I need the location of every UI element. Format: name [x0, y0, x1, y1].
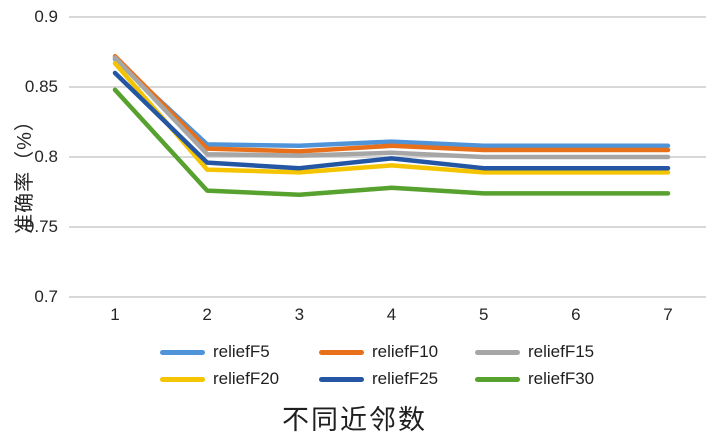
x-tick-label-5: 5 [478, 305, 489, 324]
y-tick-label-0.85: 0.85 [24, 77, 58, 96]
legend-item-reliefF15: reliefF15 [475, 342, 594, 362]
legend-marker-reliefF20 [160, 376, 205, 382]
series-line-reliefF25 [112, 70, 671, 171]
x-tick-label-2: 2 [202, 305, 212, 324]
legend: reliefF5 reliefF10 reliefF15 reliefF20 relie… [160, 342, 594, 389]
series-line-reliefF20 [112, 60, 671, 175]
series-line-reliefF15 [112, 55, 671, 160]
series-line-reliefF5 [112, 56, 671, 149]
legend-marker-reliefF15 [475, 349, 520, 355]
y-tick-label-0.75: 0.75 [24, 217, 58, 236]
legend-item-reliefF10: reliefF10 [319, 342, 475, 362]
legend-label-reliefF5: reliefF5 [213, 342, 270, 361]
x-tick-label-1: 1 [110, 305, 120, 324]
legend-label-reliefF25: reliefF25 [372, 369, 439, 388]
legend-item-reliefF5: reliefF5 [160, 342, 319, 362]
legend-marker-reliefF25 [319, 376, 364, 382]
y-axis-title: 准确率（%） [14, 110, 36, 234]
legend-label-reliefF10: reliefF10 [372, 342, 439, 361]
legend-label-reliefF20: reliefF20 [213, 369, 280, 388]
legend-label-reliefF30: reliefF30 [528, 369, 595, 388]
x-tick-label-6: 6 [571, 305, 581, 324]
legend-marker-reliefF5 [160, 349, 205, 355]
legend-item-reliefF30: reliefF30 [475, 369, 594, 389]
x-tick-label-7: 7 [663, 305, 673, 324]
legend-item-reliefF20: reliefF20 [160, 369, 319, 389]
y-tick-label-0.9: 0.9 [34, 7, 58, 26]
x-axis-title: 不同近邻数 [282, 405, 427, 435]
series-line-reliefF10 [112, 53, 671, 154]
x-tick-label-3: 3 [294, 305, 305, 324]
legend-marker-reliefF10 [319, 349, 364, 355]
legend-marker-reliefF30 [475, 376, 520, 382]
y-tick-label-0.7: 0.7 [34, 287, 58, 306]
series-line-reliefF30 [112, 87, 671, 198]
x-tick-label-4: 4 [386, 305, 397, 324]
legend-label-reliefF15: reliefF15 [528, 342, 595, 361]
y-tick-label-0.8: 0.8 [34, 147, 58, 166]
legend-item-reliefF25: reliefF25 [319, 369, 475, 389]
chart-plot [69, 16, 706, 298]
